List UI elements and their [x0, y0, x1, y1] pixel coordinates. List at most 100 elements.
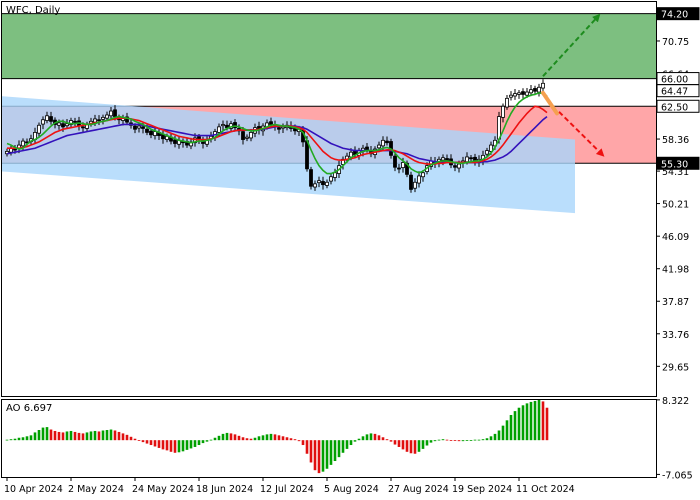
- candle-body-down: [521, 91, 525, 95]
- ao-bar: [309, 440, 313, 463]
- ao-bar: [413, 440, 417, 454]
- ao-bar: [517, 407, 521, 441]
- ao-bar: [441, 439, 445, 441]
- ao-bar: [453, 440, 457, 441]
- ao-bar: [125, 434, 129, 441]
- ao-bar: [225, 432, 229, 441]
- candle: [41, 116, 45, 130]
- ao-bar: [21, 437, 25, 441]
- ao-bar: [173, 440, 177, 453]
- candle: [537, 83, 541, 97]
- ao-bar: [521, 405, 525, 441]
- ao-bar: [445, 439, 449, 441]
- ao-bar: [421, 440, 425, 449]
- price-panel[interactable]: [0, 1, 657, 397]
- candle: [221, 120, 225, 131]
- projection-down-arrow: [558, 111, 605, 157]
- ao-panel[interactable]: [1, 399, 657, 478]
- ao-bar: [393, 440, 397, 445]
- candle-body-up: [37, 124, 41, 134]
- ao-bar: [505, 420, 509, 441]
- x-tick-label: 24 May 2024: [132, 484, 194, 495]
- candle-body-up: [421, 172, 425, 178]
- candle-body-up: [517, 92, 521, 95]
- candle-body-up: [21, 140, 25, 147]
- ao-bar: [89, 431, 93, 441]
- candle: [97, 115, 101, 125]
- price-plot: [1, 13, 656, 214]
- price-panel-border: [1, 1, 657, 397]
- ao-bar: [5, 439, 9, 441]
- candle-body-up: [413, 181, 417, 189]
- symbol-title: WFC, Daily: [6, 5, 60, 16]
- ao-bar: [137, 440, 141, 441]
- candle-body-down: [233, 122, 237, 129]
- ao-bar: [341, 440, 345, 453]
- ao-bar: [401, 440, 405, 450]
- projection-up-arrow: [542, 13, 601, 77]
- ao-bar: [201, 440, 205, 444]
- ao-bar: [41, 427, 45, 441]
- ao-bar: [325, 440, 329, 469]
- candle: [317, 176, 321, 188]
- ao-bar: [25, 436, 29, 441]
- ao-bar: [129, 436, 133, 441]
- ao-bar: [473, 439, 477, 441]
- price-label-box: [656, 84, 700, 98]
- ao-bar: [9, 439, 13, 441]
- ao-bar: [377, 435, 381, 441]
- y-tick-label: 29.65: [662, 362, 689, 373]
- candle-body-up: [249, 132, 253, 139]
- y-tick-label: 54.31: [662, 167, 689, 178]
- ao-bar: [161, 440, 165, 450]
- candle: [173, 135, 177, 148]
- ao-bar: [509, 414, 513, 441]
- candle: [505, 94, 509, 110]
- ao-bar: [353, 440, 357, 442]
- x-tick-label: 2 May 2024: [68, 484, 124, 495]
- candle-body-up: [317, 180, 321, 184]
- candle-body-down: [469, 157, 473, 160]
- candle: [73, 117, 77, 126]
- ao-bar: [449, 440, 453, 441]
- ao-bar: [293, 439, 297, 441]
- ao-bar: [69, 430, 73, 441]
- candle-body-down: [141, 126, 145, 129]
- ao-bar: [481, 439, 485, 441]
- ao-bar: [373, 433, 377, 441]
- ao-bar: [257, 436, 261, 441]
- candle: [393, 152, 397, 172]
- ao-bar: [405, 440, 409, 452]
- ao-bar: [385, 439, 389, 441]
- candle: [469, 154, 473, 162]
- ao-bar: [329, 440, 333, 465]
- ao-bar: [345, 440, 349, 449]
- candle-body-down: [393, 155, 397, 168]
- ao-bar: [253, 437, 257, 441]
- ao-bar: [197, 440, 201, 446]
- ao-bar: [61, 432, 65, 441]
- ao-bar: [497, 430, 501, 441]
- price-label: 55.30: [661, 159, 688, 170]
- ao-bar: [221, 433, 225, 441]
- candle-body-up: [101, 116, 105, 120]
- candle: [485, 147, 489, 157]
- candle: [529, 84, 533, 97]
- x-tick-label: 12 Jul 2024: [260, 484, 314, 495]
- ao-bar: [105, 430, 109, 441]
- ao-bar: [277, 435, 281, 441]
- ao-bar: [489, 436, 493, 441]
- ao-bar: [97, 431, 101, 441]
- ao-bar: [397, 440, 401, 447]
- candle-body-up: [417, 175, 421, 184]
- ao-bar: [389, 440, 393, 442]
- candle-body-up: [281, 126, 285, 129]
- ao-bar: [285, 437, 289, 441]
- candle: [245, 134, 249, 142]
- candle-body-up: [509, 94, 513, 98]
- x-tick-label: 5 Aug 2024: [324, 484, 379, 495]
- candle-body-up: [377, 144, 381, 149]
- ao-bar: [469, 440, 473, 441]
